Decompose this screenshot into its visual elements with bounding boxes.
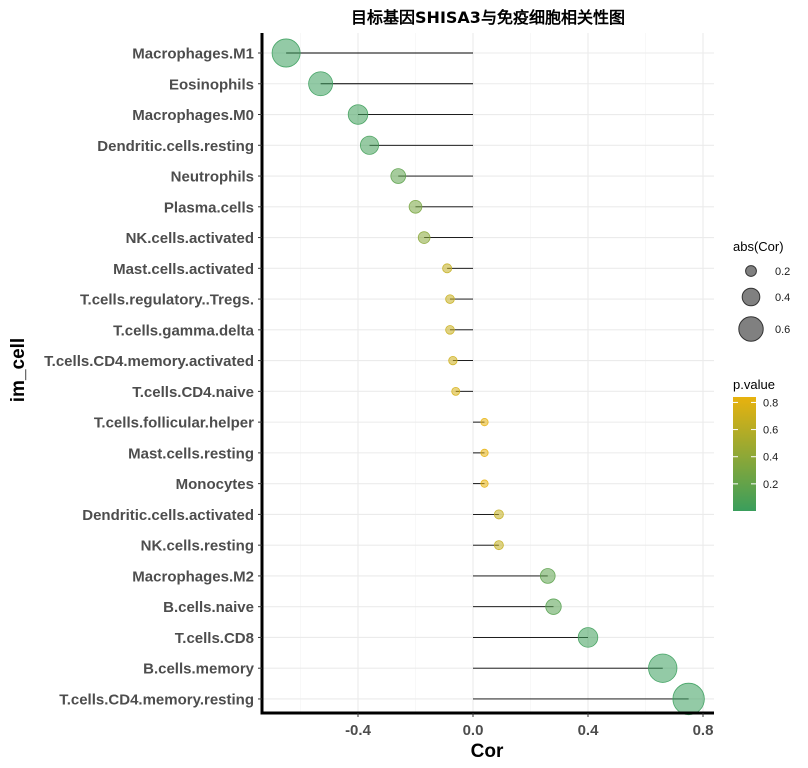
color-legend-label: 0.4 [763,452,778,464]
point-Macrophages.M0 [347,104,369,125]
grid-lines [262,33,714,713]
x-tick-labels: -0.4 0.0 0.4 0.8 [345,722,713,739]
category-label: Macrophages.M0 [132,107,254,124]
category-label: Plasma.cells [164,199,254,216]
category-label: Mast.cells.resting [128,445,254,462]
size-legend-key [738,316,764,342]
axes [258,33,714,717]
point-Macrophages.M1 [271,38,301,68]
category-label: Monocytes [176,476,254,493]
color-legend-label: 0.2 [763,479,778,491]
x-tick-label: 0.8 [693,722,714,739]
point-Mast.cells.resting [480,448,489,457]
category-label: Macrophages.M2 [132,568,254,585]
category-label: Eosinophils [169,76,254,93]
category-label: T.cells.CD4.memory.activated [44,353,254,370]
point-B.cells.naive [545,598,562,615]
point-Monocytes [480,479,489,488]
point-T.cells.CD4.memory.activated [448,356,458,366]
category-label: B.cells.memory [143,661,255,678]
category-label: Macrophages.M1 [132,46,254,63]
category-label: Dendritic.cells.resting [97,138,254,155]
category-label: T.cells.follicular.helper [94,415,254,432]
category-label: Neutrophils [171,169,254,186]
point-T.cells.regulatory..Tregs. [445,294,455,304]
point-NK.cells.resting [493,540,504,551]
category-label: NK.cells.resting [141,538,254,555]
category-label: Mast.cells.activated [113,261,254,278]
category-label: T.cells.CD4.naive [132,384,254,401]
point-Dendritic.cells.activated [493,509,504,520]
point-Eosinophils [308,71,334,97]
point-T.cells.CD4.memory.resting [672,682,705,716]
point-T.cells.CD4.naive [451,386,461,396]
category-label: T.cells.CD8 [175,630,254,647]
category-label: B.cells.naive [163,599,254,616]
x-tick-label: -0.4 [345,722,372,739]
lollipop-stems [286,52,689,700]
x-axis-title: Cor [471,741,504,762]
color-legend: p.value 0.2 0.4 0.6 0.8 [733,377,778,511]
x-tick-label: 0.4 [578,722,600,739]
point-T.cells.gamma.delta [445,325,455,335]
y-axis-title: im_cell [8,338,29,402]
point-NK.cells.activated [417,231,431,244]
point-T.cells.follicular.helper [480,418,489,427]
color-legend-label: 0.6 [763,425,778,437]
lollipop-points [271,38,705,716]
size-legend: abs(Cor) 0.2 0.4 0.6 [733,239,790,342]
category-label: Dendritic.cells.activated [82,507,254,524]
point-Plasma.cells [408,200,423,214]
category-label: T.cells.gamma.delta [113,322,255,339]
point-Macrophages.M2 [539,568,556,584]
category-labels: Macrophages.M1 Eosinophils Macrophages.M0 D… [44,46,254,709]
size-legend-title: abs(Cor) [733,239,784,254]
category-label: NK.cells.activated [126,230,254,247]
category-label: T.cells.CD4.memory.resting [59,691,254,708]
point-B.cells.memory [648,653,678,683]
point-Dendritic.cells.resting [359,135,380,155]
point-Mast.cells.activated [442,263,453,274]
size-legend-label: 0.6 [775,324,790,336]
category-label: T.cells.regulatory..Tregs. [80,292,254,309]
chart-title: 目标基因SHISA3与免疫细胞相关性图 [351,8,625,27]
point-T.cells.CD8 [577,627,599,648]
size-legend-key [741,287,761,307]
point-Neutrophils [390,168,407,184]
x-tick-label: 0.0 [463,722,484,739]
size-legend-label: 0.2 [775,266,790,278]
size-legend-key [745,265,757,277]
color-legend-bar [733,397,756,511]
color-legend-label: 0.8 [763,397,778,409]
size-legend-label: 0.4 [775,292,790,304]
color-legend-title: p.value [733,377,775,392]
